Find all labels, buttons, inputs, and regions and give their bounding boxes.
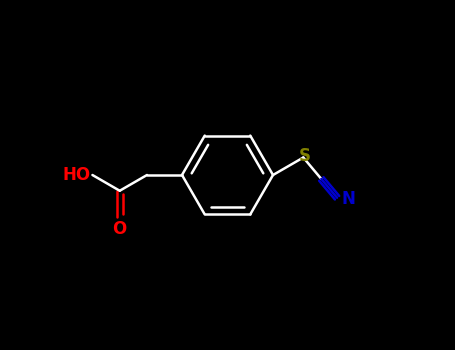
Text: S: S [299, 147, 311, 165]
Text: N: N [341, 190, 355, 209]
Text: HO: HO [63, 166, 91, 184]
Text: O: O [112, 220, 127, 238]
